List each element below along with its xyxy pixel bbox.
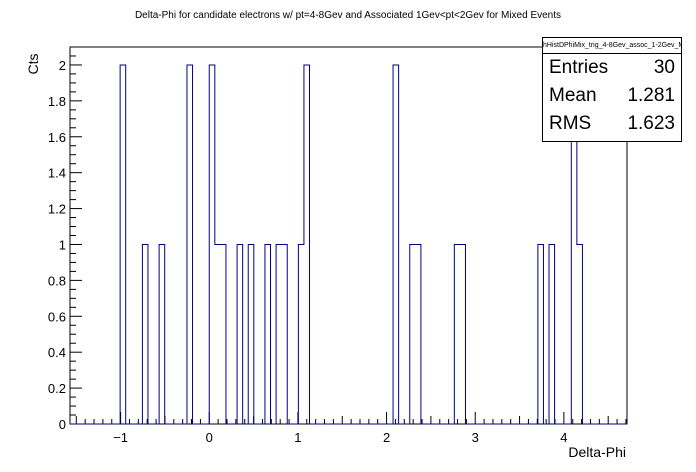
x-tick-label: 4	[560, 430, 567, 445]
y-tick-label: 1.4	[48, 166, 66, 181]
y-axis-label: Cts	[25, 54, 41, 75]
x-tick-label: 0	[206, 430, 213, 445]
y-tick-label: 0.8	[48, 273, 66, 288]
stats-box: hHistDPhiMix_trig_4-8Gev_assoc_1-2Gev_MB…	[542, 37, 682, 142]
mean-value: 1.281	[627, 85, 675, 106]
rms-value: 1.623	[627, 113, 675, 134]
histogram-line	[70, 64, 627, 425]
y-tick-label: 2	[59, 58, 66, 73]
stats-box-title: hHistDPhiMix_trig_4-8Gev_assoc_1-2Gev_MB	[543, 38, 681, 54]
y-tick-label: 0.2	[48, 381, 66, 396]
y-tick-label: 1.2	[48, 202, 66, 217]
y-tick-label: 0	[59, 417, 66, 432]
y-tick-label: 1	[59, 237, 66, 252]
chart-title: Delta-Phi for candidate electrons w/ pt=…	[134, 10, 562, 21]
x-axis-label: Delta-Phi	[568, 444, 626, 460]
x-tick-label: 2	[383, 430, 390, 445]
rms-label: RMS	[549, 113, 592, 134]
stats-rms-row: RMS 1.623	[543, 110, 681, 138]
y-axis-ticks: 0 0.2 0.4 0.6 0.8 1 1.2 1.4 1.6 1.8 2	[48, 46, 82, 432]
stats-entries-row: Entries 30	[543, 54, 681, 82]
x-tick-label: 1	[294, 430, 301, 445]
mean-label: Mean	[549, 85, 597, 106]
x-tick-label: −1	[113, 430, 128, 445]
y-tick-label: 1.8	[48, 94, 66, 109]
entries-value: 30	[653, 57, 675, 78]
entries-label: Entries	[549, 57, 609, 78]
y-tick-label: 0.4	[48, 345, 66, 360]
x-tick-label: 3	[472, 430, 479, 445]
stats-mean-row: Mean 1.281	[543, 82, 681, 110]
y-tick-label: 1.6	[48, 130, 66, 145]
y-tick-label: 0.6	[48, 309, 66, 324]
